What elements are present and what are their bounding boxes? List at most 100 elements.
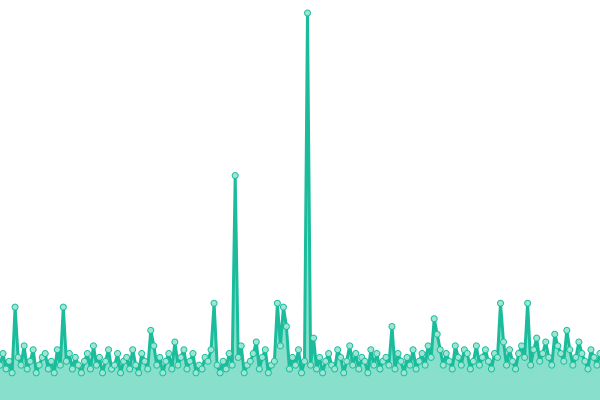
data-point <box>500 338 508 346</box>
data-point <box>186 357 194 365</box>
data-point <box>530 346 538 354</box>
data-point <box>361 357 369 365</box>
data-point <box>11 303 19 311</box>
data-point <box>210 299 218 307</box>
data-point <box>557 350 565 358</box>
data-point <box>418 350 426 358</box>
data-point <box>451 342 459 350</box>
data-point <box>334 346 342 354</box>
data-point <box>521 353 529 361</box>
data-point <box>282 322 290 330</box>
data-point <box>207 346 215 354</box>
data-point <box>412 365 420 373</box>
data-point <box>168 365 176 373</box>
data-point <box>421 361 429 369</box>
data-point <box>433 330 441 338</box>
data-point <box>388 322 396 330</box>
data-point <box>545 353 553 361</box>
data-point <box>147 326 155 334</box>
data-point <box>162 357 170 365</box>
data-point <box>394 350 402 358</box>
data-point <box>415 357 423 365</box>
data-point <box>111 361 119 369</box>
data-point <box>319 369 327 377</box>
data-point <box>59 303 67 311</box>
data-point <box>99 369 107 377</box>
data-point <box>153 361 161 369</box>
data-point <box>397 357 405 365</box>
data-point <box>246 357 254 365</box>
data-point <box>551 330 559 338</box>
data-point <box>95 353 103 361</box>
data-point <box>174 361 182 369</box>
data-point <box>463 350 471 358</box>
data-point <box>105 346 113 354</box>
data-point <box>117 369 125 377</box>
data-point <box>132 361 140 369</box>
data-point <box>478 353 486 361</box>
data-point <box>304 9 312 17</box>
data-point <box>439 361 447 369</box>
data-point <box>204 357 212 365</box>
data-point <box>141 357 149 365</box>
data-point <box>493 353 501 361</box>
data-point <box>515 350 523 358</box>
data-point <box>29 346 37 354</box>
data-point <box>50 369 58 377</box>
data-point <box>192 369 200 377</box>
data-point <box>563 326 571 334</box>
data-point <box>171 338 179 346</box>
data-point <box>237 342 245 350</box>
data-point <box>129 346 137 354</box>
data-point <box>533 334 541 342</box>
area-fill <box>0 13 600 400</box>
data-point <box>475 361 483 369</box>
data-point <box>587 346 595 354</box>
data-point <box>403 353 411 361</box>
data-point <box>228 361 236 369</box>
series-line <box>0 11 600 375</box>
data-point <box>270 357 278 365</box>
data-point <box>138 350 146 358</box>
data-point <box>542 338 550 346</box>
data-point <box>74 361 82 369</box>
data-point <box>457 361 465 369</box>
data-point <box>406 361 414 369</box>
data-point <box>273 299 281 307</box>
data-point <box>481 346 489 354</box>
data-point <box>509 357 517 365</box>
data-point <box>288 353 296 361</box>
data-point <box>512 365 520 373</box>
data-point <box>180 346 188 354</box>
data-point <box>216 369 224 377</box>
data-point <box>427 353 435 361</box>
data-point <box>68 365 76 373</box>
data-point <box>198 365 206 373</box>
data-point <box>391 365 399 373</box>
data-point <box>249 350 257 358</box>
data-point <box>285 365 293 373</box>
data-point <box>593 361 600 369</box>
data-point <box>445 357 453 365</box>
data-point <box>382 353 390 361</box>
data-point <box>264 369 272 377</box>
data-point <box>373 350 381 358</box>
data-point <box>77 369 85 377</box>
data-point <box>258 353 266 361</box>
data-point <box>400 369 408 377</box>
data-point <box>294 346 302 354</box>
data-point <box>454 353 462 361</box>
data-point <box>578 350 586 358</box>
data-point <box>255 365 263 373</box>
data-point <box>5 357 13 365</box>
data-point <box>92 361 100 369</box>
data-point <box>47 357 55 365</box>
data-point <box>150 342 158 350</box>
data-point <box>322 357 330 365</box>
data-point <box>503 361 511 369</box>
data-point <box>83 350 91 358</box>
data-point <box>123 353 131 361</box>
data-point <box>497 299 505 307</box>
data-point <box>548 361 556 369</box>
data-point <box>484 357 492 365</box>
